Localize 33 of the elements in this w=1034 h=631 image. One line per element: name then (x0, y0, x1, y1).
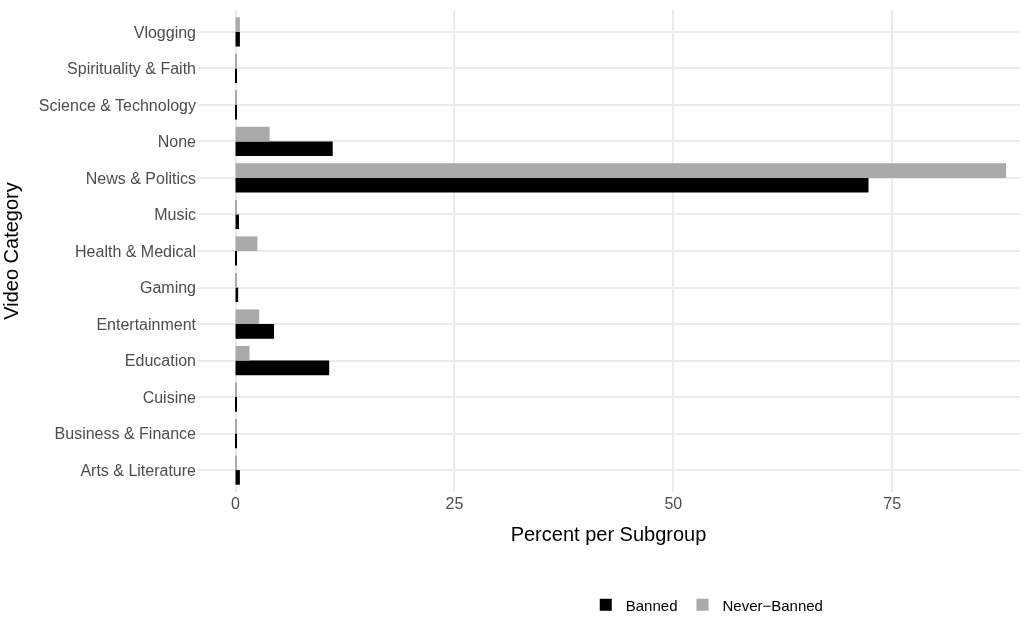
y-tick-label: Science & Technology (38, 96, 196, 114)
y-axis-title: Video Category (0, 182, 22, 320)
x-tick-label: 50 (664, 495, 683, 512)
legend-label: Banned (625, 596, 678, 614)
bar (235, 236, 258, 251)
legend-label: Never−Banned (722, 596, 823, 614)
x-tick-label: 75 (883, 495, 902, 512)
y-tick-label: Business & Finance (54, 425, 197, 443)
x-axis-title: Percent per Subgroup (510, 522, 707, 545)
bar (235, 126, 270, 142)
y-tick-label: Health & Medical (75, 242, 196, 260)
bar (235, 31, 240, 47)
y-tick-label: News & Politics (85, 169, 196, 187)
bar (235, 470, 240, 485)
y-tick-label: Arts & Literature (80, 461, 197, 479)
y-tick-label: Cuisine (142, 388, 197, 406)
bar (235, 17, 240, 32)
bar (235, 163, 1006, 178)
y-tick-label: Gaming (139, 279, 196, 297)
bar (235, 141, 333, 157)
bar (235, 309, 260, 325)
bar (235, 360, 330, 376)
y-tick-label: Spirituality & Faith (67, 60, 196, 78)
y-tick-label: None (157, 133, 197, 151)
y-tick-label: Education (124, 352, 196, 370)
y-tick-label: Entertainment (96, 315, 197, 333)
y-tick-label: Vlogging (133, 23, 196, 41)
x-tick-label: 0 (231, 495, 241, 512)
bar (235, 345, 250, 361)
bar (235, 324, 275, 339)
y-tick-label: Music (154, 206, 196, 224)
bar (235, 177, 869, 193)
x-tick-label: 25 (445, 495, 464, 512)
